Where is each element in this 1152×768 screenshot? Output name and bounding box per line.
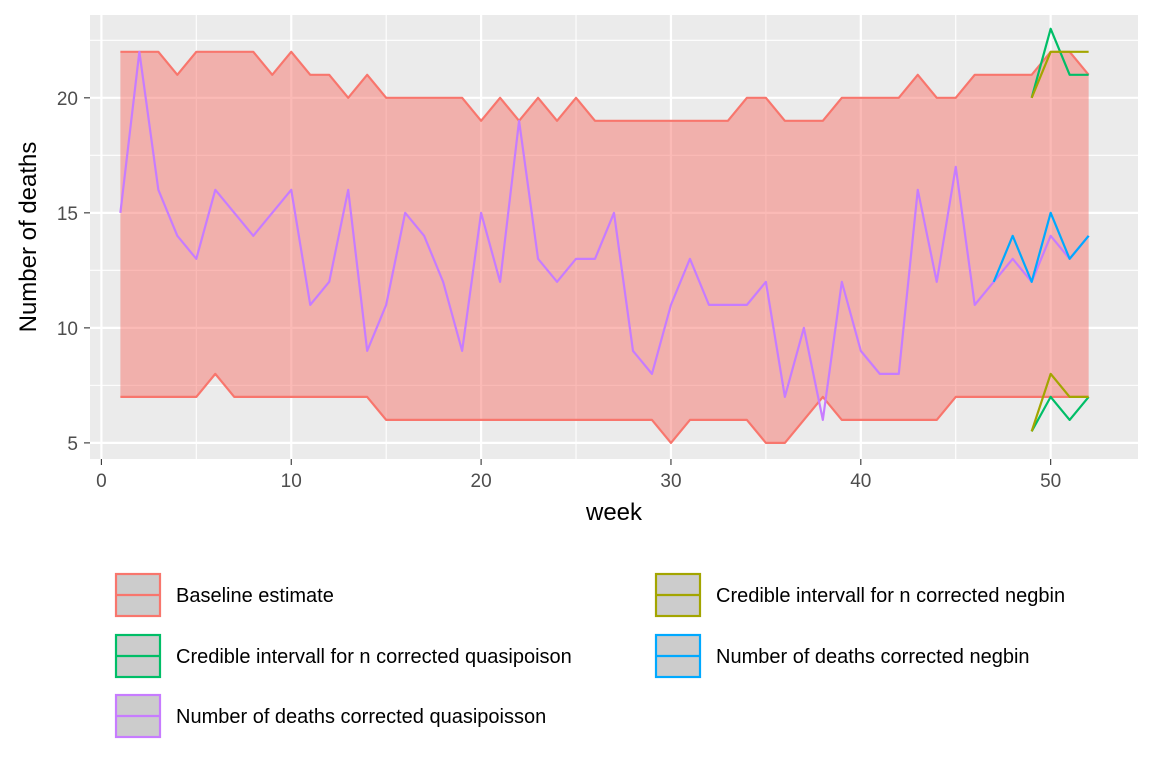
legend-label: Credible intervall for n corrected negbi… [716,585,1065,607]
y-axis-title: Number of deaths [15,142,42,333]
legend-label: Number of deaths corrected negbin [716,646,1030,668]
series-lower-credible-intervall-for-n-corrected-quasipoison [1030,395,1090,432]
legend-label: Baseline estimate [176,585,334,607]
x-tick-label: 20 [471,471,492,492]
baseline-upper-line [120,50,1090,122]
series-line-number-of-deaths-corrected-negbin [992,211,1090,283]
legend-item: Credible intervall for n corrected quasi… [114,633,572,679]
y-tick-label: 10 [57,319,78,340]
axes: 0 10 20 30 40 50 5 10 15 20 [57,89,1061,492]
x-tick-label: 50 [1040,471,1061,492]
x-tick-label: 10 [281,471,302,492]
y-tick-label: 15 [57,204,78,225]
series-lines [119,27,1090,432]
y-tick-label: 20 [57,89,78,110]
legend-label: Number of deaths corrected quasipoisson [176,706,546,728]
legend-item: Number of deaths corrected negbin [654,633,1030,679]
baseline-band [120,50,1090,444]
legend-item: Credible intervall for n corrected negbi… [654,572,1065,618]
legend: Baseline estimate Credible intervall for … [114,572,1065,739]
x-tick-label: 0 [96,471,107,492]
series-lower-credible-intervall-for-n-corrected-negbin [1030,372,1089,432]
legend-label: Credible intervall for n corrected quasi… [176,646,572,668]
series-line-number-of-deaths-corrected-quasipoisson [119,50,1090,421]
baseline-lower-line [120,372,1089,444]
series-upper-credible-intervall-for-n-corrected-negbin [1030,50,1089,99]
baseline-ribbon [120,51,1089,443]
x-tick-label: 30 [660,471,681,492]
y-tick-label: 5 [67,434,78,455]
x-tick-label: 40 [850,471,871,492]
x-axis-title: week [585,499,643,526]
legend-item: Number of deaths corrected quasipoisson [114,693,546,739]
legend-item: Baseline estimate [114,572,334,618]
